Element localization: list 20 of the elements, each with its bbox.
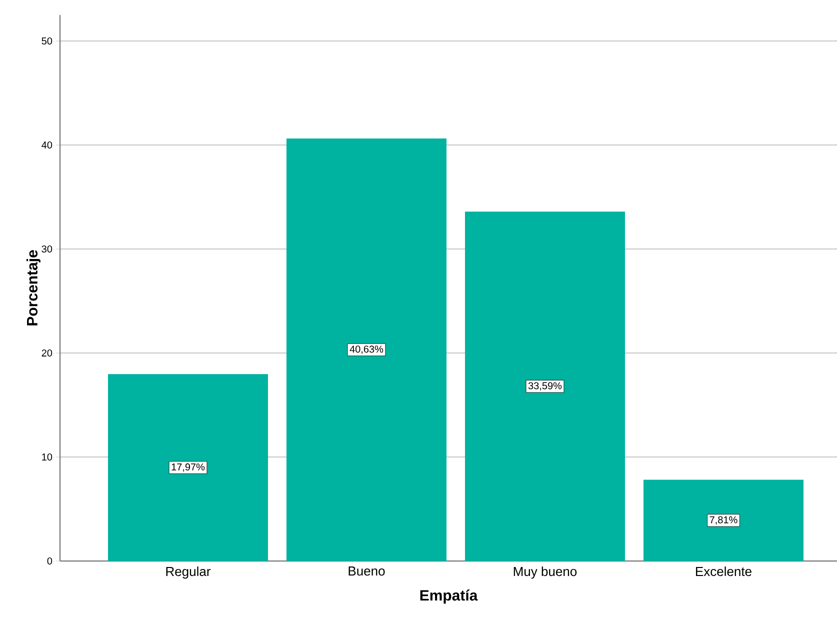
y-tick-label: 20 <box>42 349 52 357</box>
bar <box>286 138 446 561</box>
x-axis-title: Empatía <box>420 590 478 604</box>
bar <box>643 480 804 561</box>
bar <box>108 374 268 561</box>
data-label: 33,59% <box>528 382 562 390</box>
x-tick-label: Regular <box>166 566 211 579</box>
y-tick-label: 10 <box>42 453 52 461</box>
x-tick-label: Excelente <box>696 566 752 576</box>
y-tick-label: 30 <box>42 245 52 253</box>
data-label: 7,81% <box>710 516 738 525</box>
y-tick-label: 40 <box>42 141 52 149</box>
bar <box>464 212 625 561</box>
y-axis-title: Porcentaje <box>26 250 40 326</box>
x-tick-label: Bueno <box>348 566 385 576</box>
y-tick-label: 0 <box>47 557 52 565</box>
x-tick-label: Muy bueno <box>514 566 577 579</box>
y-tick-label: 50 <box>42 37 52 45</box>
data-label: 40,63% <box>350 346 384 354</box>
data-label: 17,97% <box>172 463 205 472</box>
